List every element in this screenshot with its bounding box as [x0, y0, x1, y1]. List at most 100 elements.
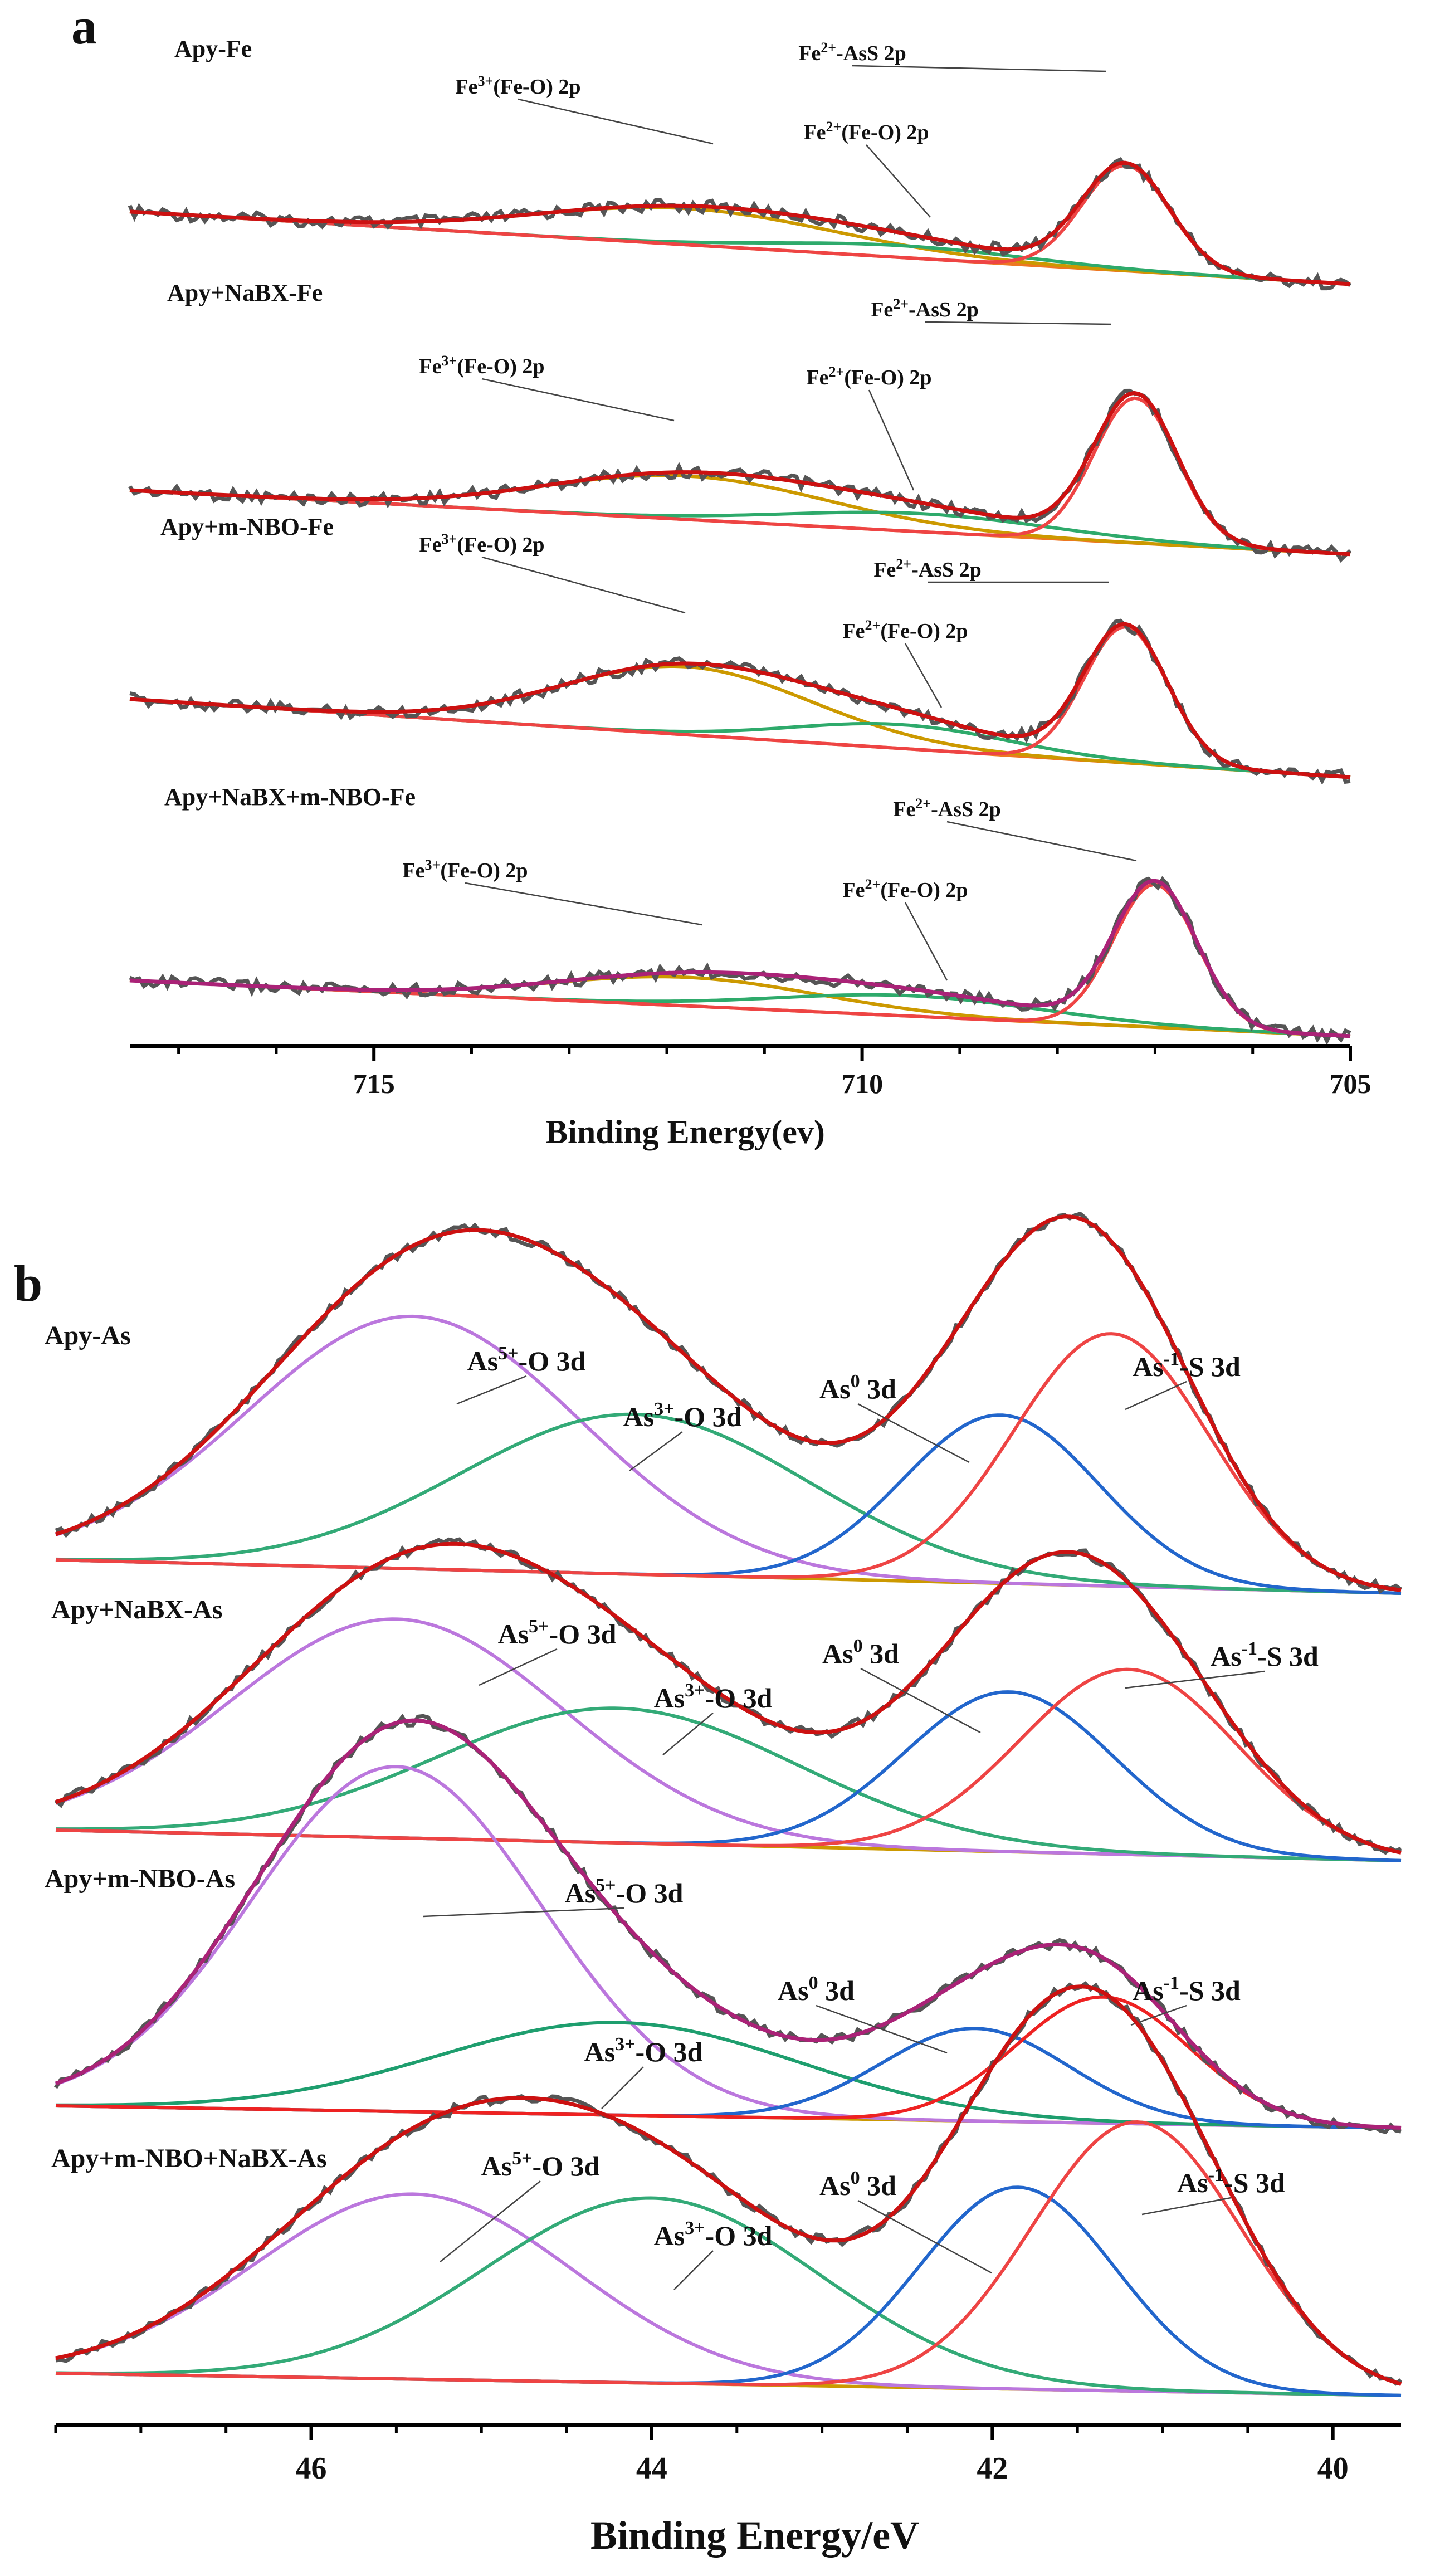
- panel-a-trace-3-peak-label-fe3: Fe3+(Fe-O) 2p: [419, 531, 544, 557]
- panel-b-trace-1-component-2: [55, 1412, 1402, 1595]
- panel-b-trace-4-leader-as5: [440, 2180, 541, 2262]
- panel-a-sample-label-4: Apy+NaBX+m-NBO-Fe: [164, 783, 416, 811]
- panel-b-trace-4-peak-label-as5: As5+-O 3d: [481, 2148, 600, 2182]
- panel-a-trace-4-component-3: [129, 882, 1351, 1038]
- panel-a-trace-1-peak-label-fe2s: Fe2+-AsS 2p: [798, 40, 906, 65]
- panel-a-trace-1-peak-label-fe2o: Fe2+(Fe-O) 2p: [803, 119, 929, 144]
- panel-a-trace-2-leader-fe2s: [924, 321, 1112, 325]
- panel-b-trace-1-peak-label-asm1: As-1-S 3d: [1133, 1349, 1241, 1382]
- panel-b-trace-3-leader-as5: [423, 1907, 624, 1918]
- panel-a-trace-1-leader-fe3: [518, 98, 714, 145]
- panel-a-tick-label: 715: [353, 1068, 395, 1099]
- panel-b-sample-label-3: Apy+m-NBO-As: [45, 1864, 235, 1894]
- panel-b-trace-1-peak-label-as3: As3+-O 3d: [623, 1399, 742, 1432]
- panel-b-sample-label-1: Apy-As: [45, 1321, 131, 1350]
- panel-b-trace-3-envelope: [55, 1718, 1402, 2130]
- panel-b-trace-2-leader-as0: [860, 1667, 981, 1734]
- panel-a-sample-label-1: Apy-Fe: [174, 35, 252, 62]
- panel-a-trace-4: Apy+NaBX+m-NBO-Fe Fe3+(Fe-O) 2p Fe2+(Fe-O)…: [129, 783, 1351, 1046]
- panel-a-trace-4-peak-label-fe2o: Fe2+(Fe-O) 2p: [842, 876, 968, 902]
- panel-a-trace-4-peak-label-fe3: Fe3+(Fe-O) 2p: [402, 857, 528, 882]
- panel-b-sample-label-2: Apy+NaBX-As: [51, 1595, 222, 1624]
- panel-a-x-axis-title: Binding Energy(ev): [545, 1114, 825, 1150]
- panel-a-trace-2: Apy+NaBX-Fe Fe3+(Fe-O) 2p Fe2+(Fe-O) 2p Fe2…: [128, 279, 1352, 563]
- panel-b-trace-4-peak-label-as3: As3+-O 3d: [654, 2218, 773, 2251]
- panel-b-x-axis-title: Binding Energy/eV: [590, 2513, 919, 2558]
- panel-b-trace-3-leader-as3: [601, 2066, 644, 2109]
- panel-a-trace-1: Apy-Fe Fe3+(Fe-O) 2p Fe2+(Fe-O) 2p Fe2+-AsS…: [128, 35, 1352, 291]
- panel-a-tick-label: 705: [1330, 1068, 1371, 1099]
- panel-a-trace-1-leader-fe2s: [852, 65, 1106, 72]
- panel-b-trace-1-peak-label-as5: As5+-O 3d: [467, 1343, 586, 1377]
- panel-b-trace-4-peak-label-asm1: As-1-S 3d: [1177, 2165, 1285, 2198]
- panel-a-trace-2-peak-label-fe2s: Fe2+-AsS 2p: [871, 296, 979, 321]
- panel-b-trace-3-peak-label-as3: As3+-O 3d: [584, 2034, 703, 2067]
- panel-a-trace-2-envelope: [129, 391, 1351, 557]
- panel-b-trace-1-envelope: [55, 1214, 1402, 1592]
- panel-b-trace-2-leader-as3: [662, 1713, 714, 1755]
- panel-b-trace-2: Apy+NaBX-As As5+-O 3d As3+-O 3d As0 3d As-1-…: [51, 1537, 1402, 1862]
- panel-a-trace-3-raw-data: [129, 618, 1351, 785]
- panel-a-trace-3-peak-label-fe2s: Fe2+-AsS 2p: [873, 556, 982, 582]
- panel-b-trace-4-peak-label-as0: As0 3d: [819, 2168, 896, 2201]
- panel-a-trace-3: Apy+m-NBO-Fe Fe3+(Fe-O) 2p Fe2+(Fe-O) 2p Fe…: [129, 513, 1351, 785]
- panel-a-trace-4-raw-data: [129, 876, 1351, 1046]
- panel-a-trace-1-raw-data: [128, 157, 1352, 291]
- panel-b-trace-3-component-1: [55, 1765, 1402, 2130]
- panel-a-trace-4-peak-label-fe2s: Fe2+-AsS 2p: [893, 796, 1001, 821]
- panel-a-trace-1-envelope: [129, 160, 1351, 286]
- panel-a-tick-label: 710: [841, 1068, 883, 1099]
- panel-b-trace-3-peak-label-asm1: As-1-S 3d: [1133, 1973, 1241, 2006]
- panel-a-trace-1-leader-fe2o: [866, 144, 931, 218]
- panel-b-trace-2-leader-as5: [479, 1648, 558, 1686]
- panel-a-trace-3-envelope: [129, 622, 1351, 779]
- panel-b-trace-2-peak-label-as0: As0 3d: [822, 1636, 899, 1669]
- panel-a-trace-3-peak-label-fe2o: Fe2+(Fe-O) 2p: [842, 617, 968, 643]
- panel-b-trace-3-leader-as0: [816, 2004, 948, 2054]
- panel-b-trace-3-peak-label-as0: As0 3d: [778, 1973, 855, 2006]
- panel-a-trace-4-envelope: [129, 879, 1351, 1038]
- panel-b-trace-4-leader-as3: [673, 2250, 714, 2290]
- panel-b-trace-1: Apy-As As5+-O 3d As3+-O 3d As0 3d As-1-S 3d: [45, 1212, 1402, 1595]
- panel-b-trace-3-component-3: [55, 2027, 1402, 2130]
- panel-b-ticks: 46 44 42 40: [54, 2425, 1349, 2486]
- panel-letter-a: a: [71, 0, 97, 55]
- panel-a-fe-2p: Apy-Fe Fe3+(Fe-O) 2p Fe2+(Fe-O) 2p Fe2+-AsS…: [128, 35, 1352, 1046]
- panel-b-trace-1-leader-as5: [456, 1375, 527, 1405]
- panel-a-trace-4-leader-fe2s: [946, 821, 1137, 862]
- panel-b-trace-2-envelope: [55, 1541, 1402, 1855]
- panel-b-x-axis: 46 44 42 40 Binding Energy/eV: [54, 2423, 1401, 2558]
- panel-b-tick-label: 44: [636, 2451, 667, 2486]
- panel-a-sample-label-3: Apy+m-NBO-Fe: [160, 513, 334, 540]
- panel-b-trace-1-peak-label-as0: As0 3d: [819, 1371, 896, 1404]
- panel-b-trace-4-envelope: [55, 1984, 1402, 2386]
- panel-b-trace-4-leader-asm1: [1141, 2197, 1232, 2216]
- panel-b-trace-4-component-4: [55, 2120, 1402, 2387]
- panel-b-trace-1-leader-as3: [629, 1431, 683, 1472]
- panel-b-tick-label: 46: [296, 2451, 327, 2486]
- panel-a-ticks: 715 710 705: [177, 1046, 1371, 1099]
- panel-a-trace-2-peak-label-fe2o: Fe2+(Fe-O) 2p: [806, 364, 931, 389]
- panel-b-trace-2-component-4: [55, 1667, 1402, 1855]
- panel-b-trace-4-leader-as0: [857, 2199, 992, 2274]
- panel-a-trace-2-leader-fe3: [481, 378, 675, 422]
- panel-a-trace-3-leader-fe3: [481, 556, 686, 614]
- panel-b-tick-label: 40: [1317, 2451, 1349, 2486]
- panel-b-sample-label-4: Apy+m-NBO+NaBX-As: [51, 2144, 327, 2173]
- panel-a-x-axis: 715 710 705 Binding Energy(ev): [130, 1044, 1371, 1150]
- panel-b-trace-2-peak-label-as5: As5+-O 3d: [498, 1616, 617, 1650]
- panel-a-trace-4-leader-fe2o: [904, 902, 948, 981]
- panel-b-trace-4-component-2: [56, 2196, 1402, 2397]
- panel-a-trace-3-leader-fe2o: [904, 643, 943, 708]
- panel-b-trace-2-peak-label-as3: As3+-O 3d: [654, 1680, 773, 1714]
- panel-a-trace-4-leader-fe3: [465, 882, 702, 926]
- panel-b-trace-4: Apy+m-NBO+NaBX-As As5+-O 3d As3+-O 3d As0 3…: [51, 1981, 1402, 2397]
- panel-b-tick-label: 42: [977, 2451, 1008, 2486]
- panel-b-trace-2-leader-asm1: [1125, 1670, 1265, 1689]
- panel-b-trace-3-component-4: [55, 1995, 1402, 2130]
- panel-b-trace-3-peak-label-as5: As5+-O 3d: [565, 1875, 684, 1909]
- panel-b-trace-3: Apy+m-NBO-As As5+-O 3d As3+-O 3d As0 3d As-1…: [45, 1713, 1402, 2135]
- panel-b-trace-3-component-2: [56, 2021, 1402, 2130]
